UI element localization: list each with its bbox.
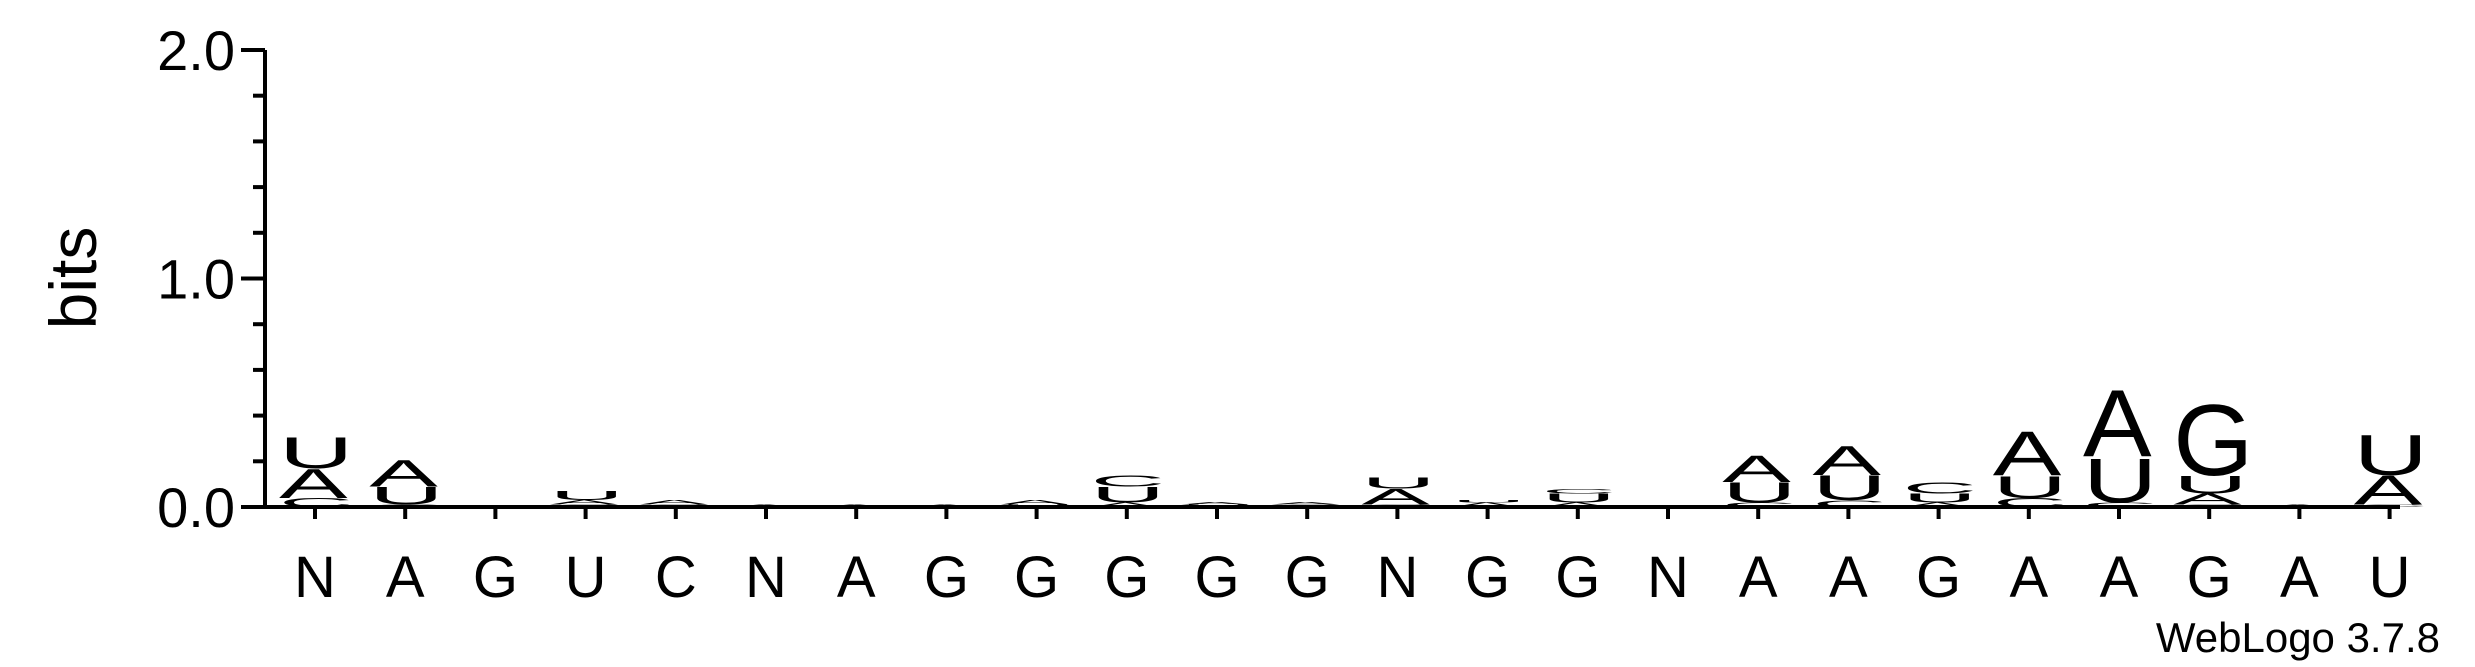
logo-letter-u: U — [1722, 477, 1796, 509]
y-tick-label: 2.0 — [157, 19, 235, 82]
y-axis-title: bits — [36, 227, 110, 330]
logo-letter-a: A — [1271, 502, 1340, 506]
logo-letter-a: A — [1361, 485, 1430, 510]
logo-letter-a: A — [910, 504, 979, 508]
logo-letter-c: C — [1903, 479, 1977, 497]
logo-letter-a: A — [550, 499, 619, 506]
logo-letter-c: C — [1271, 504, 1345, 508]
y-tick-label: 0.0 — [157, 476, 235, 539]
x-position-label: G — [473, 545, 518, 610]
logo-letter-a: A — [1542, 501, 1611, 508]
logo-letter-u: U — [1001, 504, 1075, 508]
logo-letter-c: C — [1993, 496, 2067, 510]
logo-letter-u: U — [1361, 474, 1435, 492]
logo-letter-a: A — [1812, 438, 1882, 484]
x-position-label: N — [1647, 545, 1689, 610]
logo-letter-u: U — [369, 482, 443, 510]
logo-letter-a: A — [1903, 501, 1972, 508]
logo-letter-c: C — [2173, 504, 2247, 508]
logo-letter-a: A — [1001, 499, 1070, 506]
x-position-label: U — [2369, 545, 2411, 610]
logo-letter-c: C — [1812, 499, 1886, 510]
logo-letter-u: U — [1091, 482, 1165, 507]
x-position-label: G — [1916, 545, 1961, 610]
logo-letter-u: U — [2083, 446, 2157, 517]
logo-letter-c: C — [1722, 501, 1796, 508]
logo-letter-c: C — [1542, 488, 1616, 495]
logo-letter-a: A — [730, 504, 799, 508]
logo-letter-a: A — [1993, 419, 2062, 490]
x-position-label: G — [1104, 545, 1149, 610]
logo-letter-a: A — [1452, 501, 1521, 508]
x-position-label: A — [2100, 545, 2139, 610]
x-position-label: A — [386, 545, 425, 610]
logo-letter-u: U — [1542, 491, 1616, 505]
y-ticks: 0.0 1.0 2.0 — [157, 19, 265, 539]
logo-letter-c: C — [369, 504, 443, 508]
logo-letter-a: A — [2173, 490, 2242, 508]
logo-letter-a: A — [1091, 501, 1160, 508]
logo-letter-u: U — [1993, 470, 2067, 505]
logo-letter-a: A — [1722, 448, 1791, 490]
logo-letter-u: U — [1181, 504, 1255, 508]
x-position-label: A — [2280, 545, 2319, 610]
logo-letter-u: U — [1452, 500, 1526, 504]
logo-letter-c: C — [2354, 504, 2428, 508]
logo-letter-c: C — [640, 504, 714, 508]
logo-letter-a: A — [2083, 371, 2152, 478]
x-position-label: G — [1555, 545, 1600, 610]
x-position-label: G — [1194, 545, 1239, 610]
x-position-label: A — [1739, 545, 1778, 610]
logo-letter-a: A — [820, 504, 889, 508]
y-tick-label: 1.0 — [157, 248, 235, 311]
logo-letter-u: U — [279, 428, 353, 478]
axes — [263, 50, 2400, 509]
x-position-label: A — [1829, 545, 1868, 610]
logo-letter-a: A — [279, 460, 349, 506]
x-position-label: A — [837, 545, 876, 610]
logo-letter-a: A — [2263, 504, 2332, 508]
logo-letter-c: C — [1091, 472, 1165, 490]
x-position-label: G — [1014, 545, 1059, 610]
x-position-label: N — [294, 545, 336, 610]
logo-letter-a: A — [369, 453, 438, 495]
weblogo-credit: WebLogo 3.7.8 — [2156, 614, 2440, 661]
logo-letter-u: U — [550, 489, 624, 503]
logo-letter-c: C — [550, 504, 624, 508]
logo-letter-u: U — [1812, 469, 1886, 508]
logo-letter-g: G — [2173, 383, 2253, 497]
logo-letter-a: A — [2354, 467, 2424, 513]
x-position-label: G — [2187, 545, 2232, 610]
x-position-label: G — [924, 545, 969, 610]
x-position-label: C — [655, 545, 697, 610]
x-position-label: N — [745, 545, 787, 610]
logo-letter-a: A — [1181, 502, 1250, 506]
logo-letter-u: U — [2354, 424, 2428, 488]
logo-letter-u: U — [1903, 491, 1977, 505]
logo-letter-c: C — [279, 496, 353, 510]
logo-letter-a: A — [640, 499, 709, 506]
x-position-label: A — [2009, 545, 2048, 610]
logo-letter-c: C — [1361, 504, 1435, 508]
x-position-label: G — [1465, 545, 1510, 610]
logo-letter-c: C — [2083, 501, 2157, 508]
x-position-label: G — [1285, 545, 1330, 610]
x-position-label: N — [1376, 545, 1418, 610]
x-position-label: U — [565, 545, 607, 610]
logo-letter-u: U — [2173, 470, 2247, 498]
